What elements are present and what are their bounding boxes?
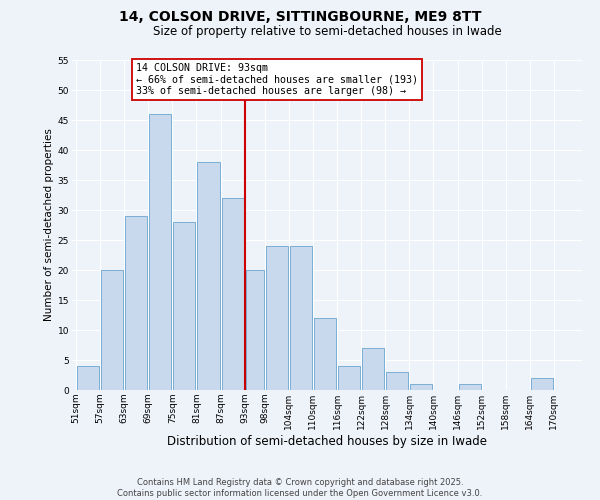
- Bar: [245, 270, 264, 390]
- Bar: [290, 246, 312, 390]
- Bar: [338, 366, 360, 390]
- Title: Size of property relative to semi-detached houses in Iwade: Size of property relative to semi-detach…: [152, 25, 502, 38]
- Bar: [149, 114, 172, 390]
- X-axis label: Distribution of semi-detached houses by size in Iwade: Distribution of semi-detached houses by …: [167, 434, 487, 448]
- Bar: [125, 216, 147, 390]
- Bar: [410, 384, 433, 390]
- Bar: [173, 222, 196, 390]
- Bar: [458, 384, 481, 390]
- Bar: [221, 198, 244, 390]
- Bar: [386, 372, 409, 390]
- Bar: [362, 348, 384, 390]
- Y-axis label: Number of semi-detached properties: Number of semi-detached properties: [44, 128, 53, 322]
- Bar: [266, 246, 288, 390]
- Text: 14 COLSON DRIVE: 93sqm
← 66% of semi-detached houses are smaller (193)
33% of se: 14 COLSON DRIVE: 93sqm ← 66% of semi-det…: [136, 63, 418, 96]
- Text: 14, COLSON DRIVE, SITTINGBOURNE, ME9 8TT: 14, COLSON DRIVE, SITTINGBOURNE, ME9 8TT: [119, 10, 481, 24]
- Bar: [531, 378, 553, 390]
- Bar: [77, 366, 99, 390]
- Bar: [101, 270, 123, 390]
- Bar: [314, 318, 336, 390]
- Bar: [197, 162, 220, 390]
- Text: Contains HM Land Registry data © Crown copyright and database right 2025.
Contai: Contains HM Land Registry data © Crown c…: [118, 478, 482, 498]
